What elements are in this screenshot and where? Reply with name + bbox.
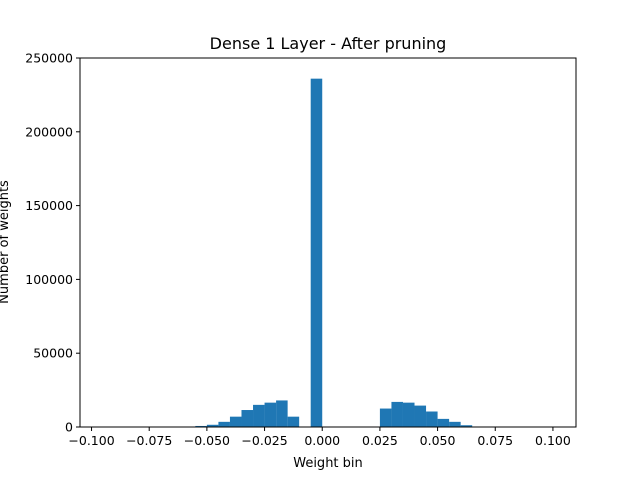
histogram-bar [402, 402, 415, 427]
y-tick-label: 250000 [25, 51, 73, 66]
histogram-bar [460, 425, 473, 427]
x-tick-label: 0.075 [477, 433, 513, 448]
histogram-bar [426, 411, 438, 427]
y-tick-label: 0 [65, 420, 73, 435]
y-tick-label: 150000 [25, 198, 73, 213]
histogram-bar [449, 421, 461, 427]
histogram-bar [276, 400, 288, 427]
x-tick-label: 0.025 [362, 433, 398, 448]
x-tick-label: 0.000 [304, 433, 340, 448]
y-axis-label: Number of weights [0, 180, 12, 304]
y-axis-ticks: 0 50000 100000 150000 200000 250000 [25, 51, 80, 435]
x-axis-ticks: −0.100 −0.075 −0.050 −0.025 0.000 0.025 0.050 0… [68, 427, 571, 448]
histogram-bar [241, 410, 254, 427]
histogram-bar [287, 416, 300, 427]
histogram-bar [379, 408, 392, 427]
x-tick-label: −0.075 [126, 433, 172, 448]
histogram-bar [206, 424, 219, 427]
y-tick-label: 200000 [25, 124, 73, 139]
x-tick-label: −0.050 [184, 433, 230, 448]
histogram-bar [229, 416, 242, 427]
histogram-bar [414, 405, 427, 427]
x-tick-label: −0.025 [241, 433, 287, 448]
histogram-bar [264, 402, 277, 427]
y-tick-label: 50000 [33, 346, 73, 361]
histogram-bar [253, 404, 265, 427]
histogram-bar [195, 425, 207, 427]
chart-title: Dense 1 Layer - After pruning [210, 34, 447, 53]
y-tick-label: 100000 [25, 272, 73, 287]
histogram-bar [391, 401, 403, 427]
bars-group [183, 78, 484, 427]
x-tick-label: 0.100 [535, 433, 571, 448]
plot-frame [79, 57, 577, 428]
x-tick-label: 0.050 [420, 433, 456, 448]
histogram-bar [437, 418, 450, 427]
x-axis-label: Weight bin [293, 456, 363, 471]
histogram-bar [310, 78, 323, 427]
x-tick-label: −0.100 [68, 433, 114, 448]
histogram-bar [218, 421, 230, 427]
